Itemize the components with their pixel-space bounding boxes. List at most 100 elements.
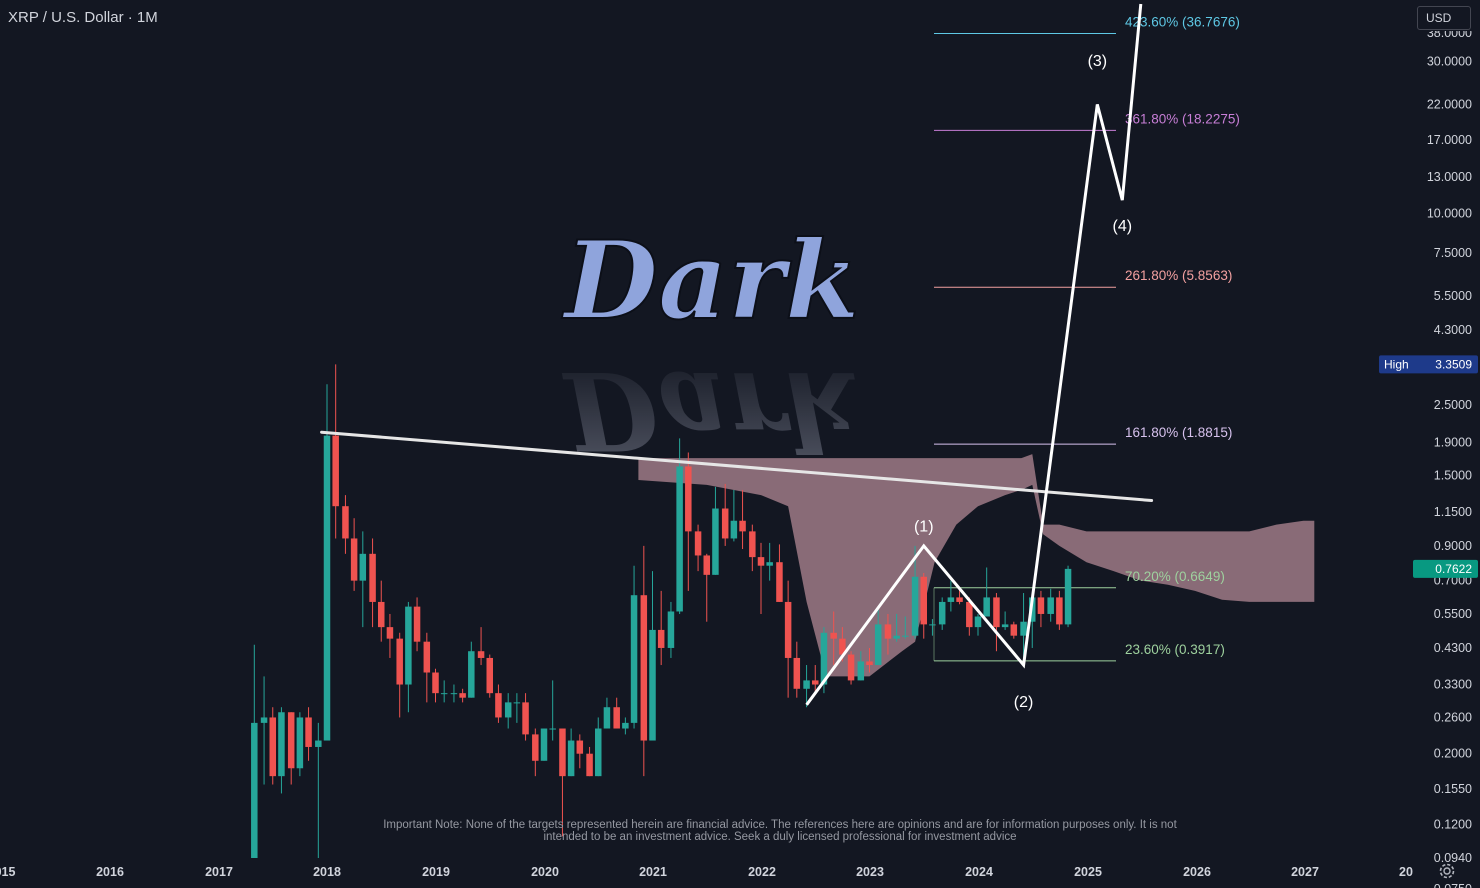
candle-body-up — [676, 466, 683, 612]
candle-body-down — [305, 717, 312, 747]
candle-body-down — [1010, 624, 1018, 636]
watermark-text: Dark — [561, 218, 859, 344]
high-price-badge-value: 3.3509 — [1435, 357, 1472, 371]
candle-body-up — [1020, 621, 1027, 636]
candle-body-down — [685, 466, 692, 532]
candle-body-down — [413, 606, 421, 642]
y-axis-tick-label: 0.1550 — [1434, 782, 1472, 796]
x-axis-tick-label: 2026 — [1183, 865, 1211, 879]
candle-body-up — [911, 576, 919, 636]
candle-body-down — [586, 753, 593, 777]
candle-body-down — [1056, 597, 1063, 625]
y-axis-tick-label: 22.0000 — [1427, 97, 1472, 111]
high-price-badge — [1379, 355, 1478, 374]
candle-body-down — [386, 627, 394, 639]
candle-body-down — [847, 654, 855, 681]
y-axis-tick-label: 0.0750 — [1434, 882, 1472, 888]
y-axis-tick-label: 0.2600 — [1434, 710, 1472, 724]
symbol-title: XRP / U.S. Dollar · 1M — [8, 9, 158, 26]
candle-body-down — [486, 657, 493, 694]
candle-body-up — [857, 661, 865, 681]
candle-body-up — [251, 722, 258, 858]
y-axis-tick-label: 7.5000 — [1434, 246, 1472, 260]
y-axis-tick-label: 5.5000 — [1434, 289, 1472, 303]
candle-body-down — [576, 740, 584, 754]
x-axis-tick-label: 2022 — [748, 865, 776, 879]
fib-level-label: 161.80% (1.8815) — [1125, 425, 1232, 440]
y-axis-tick-label: 10.0000 — [1427, 206, 1472, 220]
candle-body-down — [703, 555, 710, 575]
candle-body-down — [459, 693, 466, 698]
candle-body-up — [359, 553, 367, 581]
candle-body-up — [1047, 597, 1054, 614]
x-axis-tick-label: 2018 — [313, 865, 341, 879]
candle-body-up — [803, 680, 810, 689]
candle-body-up — [712, 508, 719, 575]
x-axis-tick-label: 2021 — [639, 865, 667, 879]
y-axis-tick-label: 0.2000 — [1434, 747, 1472, 761]
gear-icon — [1439, 863, 1455, 879]
resistance-trendline — [320, 430, 1154, 503]
candle-body-up — [1064, 568, 1072, 625]
y-axis-tick-label: 30.0000 — [1427, 55, 1472, 69]
candle-body-down — [694, 531, 702, 556]
wave-label: (3) — [1088, 53, 1108, 70]
x-axis-tick-label: 2024 — [965, 865, 993, 879]
candle-body-up — [504, 702, 512, 718]
y-axis-tick-label: 0.0940 — [1434, 851, 1472, 865]
candle-body-down — [721, 508, 729, 539]
fib-level-label: 361.80% (18.2275) — [1125, 111, 1240, 126]
x-axis-tick-label: 2023 — [856, 865, 884, 879]
x-axis-tick-label: 2027 — [1291, 865, 1319, 879]
x-axis-tick-label: 2020 — [531, 865, 559, 879]
candle-body-up — [947, 597, 955, 602]
candle-body-down — [287, 712, 295, 769]
candle-body-down — [559, 728, 566, 777]
fib-level-label: 70.20% (0.6649) — [1125, 569, 1225, 584]
candle-body-down — [332, 435, 339, 507]
currency-selector[interactable]: USD — [1417, 6, 1471, 30]
x-axis-tick-label: 015 — [0, 865, 15, 879]
candle-body-up — [974, 616, 982, 628]
settings-button[interactable] — [1436, 860, 1458, 882]
candle-body-down — [1037, 597, 1045, 614]
watermark-reflection: Dark — [561, 347, 859, 473]
y-axis-tick-label: 1.5000 — [1434, 468, 1472, 482]
candle-body-down — [378, 601, 385, 628]
candle-body-down — [613, 707, 620, 729]
y-axis-tick-label: 0.1200 — [1434, 817, 1472, 831]
candle-body-up — [938, 601, 946, 625]
x-axis-tick-label: 2025 — [1074, 865, 1102, 879]
x-axis-tick-label: 2016 — [96, 865, 124, 879]
wave-label: (4) — [1113, 218, 1133, 235]
y-axis-tick-label: 17.0000 — [1427, 133, 1472, 147]
y-axis-tick-label: 2.5000 — [1434, 398, 1472, 412]
candle-body-up — [450, 693, 458, 695]
candle-body-up — [549, 728, 556, 730]
y-axis-tick-label: 0.5500 — [1434, 607, 1472, 621]
candle-body-down — [966, 601, 973, 628]
candle-body-down — [784, 601, 792, 658]
candle-body-up — [405, 606, 412, 685]
candle-body-down — [866, 661, 873, 666]
candle-body-up — [622, 722, 629, 729]
y-axis-tick-label: 0.9000 — [1434, 539, 1472, 553]
y-axis-tick-label: 1.9000 — [1434, 436, 1472, 450]
candle-body-down — [350, 538, 358, 581]
candle-body-up — [595, 728, 602, 777]
candle-body-down — [495, 693, 502, 718]
x-axis-tick-label: 2017 — [205, 865, 233, 879]
candle-body-down — [396, 638, 403, 685]
candle-body-down — [920, 576, 927, 625]
candle-body-down — [640, 595, 648, 741]
high-price-badge-label: High — [1384, 357, 1409, 371]
candle-body-down — [342, 506, 349, 539]
ichimoku-cloud — [638, 454, 1315, 677]
candle-body-down — [956, 597, 963, 602]
candle-body-down — [884, 624, 892, 639]
x-axis-tick-label: 2019 — [422, 865, 450, 879]
candle-body-up — [649, 629, 656, 741]
y-axis-tick-label: 1.1500 — [1434, 505, 1472, 519]
y-axis-tick-label: 13.0000 — [1427, 170, 1472, 184]
